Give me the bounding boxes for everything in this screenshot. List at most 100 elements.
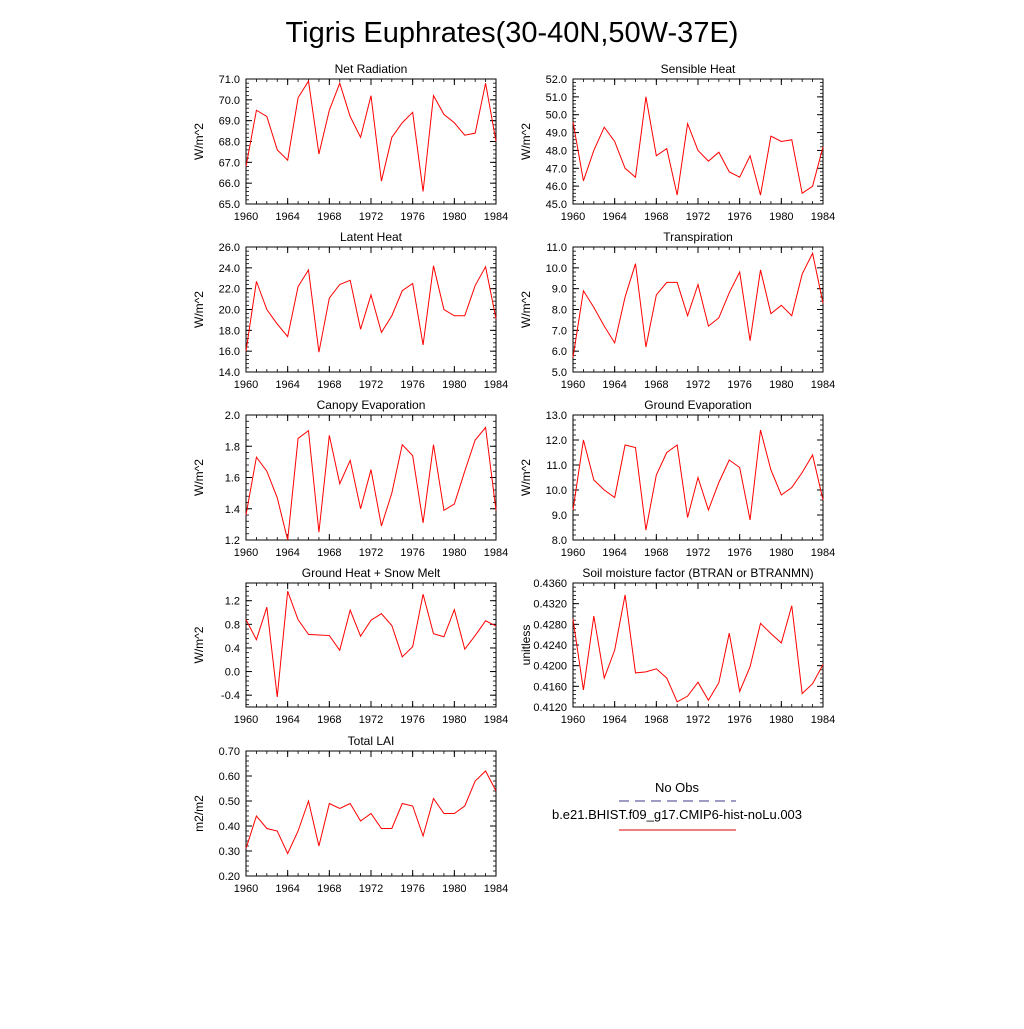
y-tick-label: 0.0 xyxy=(225,667,240,679)
y-tick-label: 9.0 xyxy=(552,510,567,522)
x-tick-label: 1964 xyxy=(602,714,626,726)
y-tick-label: 0.4120 xyxy=(533,702,567,714)
x-tick-label: 1968 xyxy=(317,211,341,223)
x-tick-label: 1964 xyxy=(275,211,299,223)
x-tick-label: 1968 xyxy=(644,547,668,559)
plot-frame xyxy=(572,582,824,708)
y-tick-label: 1.4 xyxy=(225,504,240,516)
y-tick-label: 65.0 xyxy=(219,199,240,211)
x-tick-label: 1968 xyxy=(317,379,341,391)
y-tick-label: 0.30 xyxy=(219,846,240,858)
y-tick-label: 11.0 xyxy=(546,242,567,254)
series-line xyxy=(245,265,497,353)
panel-title: Canopy Evaporation xyxy=(317,398,426,412)
x-tick-label: 1960 xyxy=(234,714,258,726)
x-tick-label: 1972 xyxy=(686,714,710,726)
x-tick-label: 1964 xyxy=(602,547,626,559)
x-tick-label: 1976 xyxy=(727,547,751,559)
x-tick-label: 1960 xyxy=(561,211,585,223)
y-tick-label: 1.6 xyxy=(225,473,240,485)
y-tick-label: 0.70 xyxy=(219,746,240,758)
legend-obs-label: No Obs xyxy=(655,780,700,795)
panel-title: Sensible Heat xyxy=(661,62,736,76)
y-tick-label: 51.0 xyxy=(546,92,567,104)
x-tick-label: 1972 xyxy=(359,883,383,895)
y-tick-label: 18.0 xyxy=(219,325,240,337)
y-tick-label: 67.0 xyxy=(219,157,240,169)
y-tick-label: 0.4200 xyxy=(533,661,567,673)
y-tick-label: 22.0 xyxy=(219,284,240,296)
y-tick-label: 70.0 xyxy=(219,95,240,107)
x-tick-label: 1976 xyxy=(400,547,424,559)
x-tick-label: 1964 xyxy=(275,883,299,895)
y-tick-label: 0.4360 xyxy=(533,578,567,590)
y-tick-label: 0.4280 xyxy=(533,619,567,631)
y-tick-label: 0.4320 xyxy=(533,599,567,611)
y-tick-label: 9.0 xyxy=(552,284,567,296)
x-tick-label: 1976 xyxy=(727,211,751,223)
chart-panel: Ground Heat + Snow Melt W/m^2 1960 1964 1968… xyxy=(192,566,508,726)
x-tick-label: 1976 xyxy=(400,883,424,895)
y-tick-label: 0.50 xyxy=(219,796,240,808)
panel-title: Total LAI xyxy=(348,734,395,748)
chart-panel: Ground Evaporation W/m^2 1960 1964 1968 1972 1… xyxy=(519,398,835,559)
y-axis-label: unitless xyxy=(519,625,533,666)
y-tick-label: 46.0 xyxy=(546,181,567,193)
y-tick-label: 71.0 xyxy=(219,74,240,86)
x-tick-label: 1960 xyxy=(234,883,258,895)
x-tick-label: 1980 xyxy=(442,379,466,391)
y-tick-label: 16.0 xyxy=(219,346,240,358)
x-tick-label: 1984 xyxy=(811,379,835,391)
x-tick-label: 1972 xyxy=(686,211,710,223)
y-axis-label: W/m^2 xyxy=(192,123,206,160)
y-tick-label: -0.4 xyxy=(221,690,240,702)
x-tick-label: 1980 xyxy=(769,211,793,223)
x-tick-label: 1976 xyxy=(400,379,424,391)
chart-panel: Total LAI m2/m2 1960 1964 1968 1972 1976 1980 19… xyxy=(192,734,508,895)
x-tick-label: 1984 xyxy=(484,883,508,895)
y-tick-label: 68.0 xyxy=(219,137,240,149)
legend-model-label: b.e21.BHIST.f09_g17.CMIP6-hist-noLu.003 xyxy=(552,807,802,822)
chart-panel: Latent Heat W/m^2 1960 1964 1968 1972 1976 1980… xyxy=(192,230,508,391)
x-tick-label: 1968 xyxy=(644,379,668,391)
x-tick-label: 1980 xyxy=(442,211,466,223)
y-tick-label: 1.8 xyxy=(225,441,240,453)
y-tick-label: 1.2 xyxy=(225,596,240,608)
x-tick-label: 1960 xyxy=(561,379,585,391)
x-tick-label: 1960 xyxy=(234,211,258,223)
x-tick-label: 1980 xyxy=(769,379,793,391)
x-tick-label: 1968 xyxy=(644,211,668,223)
series-line xyxy=(572,429,824,531)
y-tick-label: 0.60 xyxy=(219,771,240,783)
x-tick-label: 1980 xyxy=(769,714,793,726)
x-tick-label: 1976 xyxy=(727,714,751,726)
x-tick-label: 1980 xyxy=(442,714,466,726)
x-tick-label: 1960 xyxy=(561,547,585,559)
x-tick-label: 1972 xyxy=(359,379,383,391)
y-axis-label: W/m^2 xyxy=(519,459,533,496)
x-tick-label: 1984 xyxy=(811,714,835,726)
chart-panel: Soil moisture factor (BTRAN or BTRANMN) u… xyxy=(519,566,835,726)
x-tick-label: 1964 xyxy=(275,547,299,559)
x-tick-label: 1968 xyxy=(644,714,668,726)
x-tick-label: 1960 xyxy=(234,379,258,391)
y-tick-label: 0.4160 xyxy=(533,681,567,693)
y-axis-label: W/m^2 xyxy=(192,459,206,496)
series-line xyxy=(245,79,497,192)
y-tick-label: 24.0 xyxy=(219,263,240,275)
x-tick-label: 1964 xyxy=(602,211,626,223)
chart-panel: Transpiration W/m^2 1960 1964 1968 1972 1976 19… xyxy=(519,230,835,391)
y-axis-label: m2/m2 xyxy=(192,795,206,832)
y-tick-label: 12.0 xyxy=(546,435,567,447)
plot-frame xyxy=(245,246,497,373)
x-tick-label: 1980 xyxy=(442,883,466,895)
x-tick-label: 1980 xyxy=(769,547,793,559)
y-tick-label: 20.0 xyxy=(219,305,240,317)
x-tick-label: 1984 xyxy=(484,211,508,223)
y-tick-label: 69.0 xyxy=(219,116,240,128)
y-tick-label: 0.4240 xyxy=(533,640,567,652)
panel-title: Latent Heat xyxy=(340,230,403,244)
y-tick-label: 0.8 xyxy=(225,619,240,631)
y-tick-label: 7.0 xyxy=(552,325,567,337)
